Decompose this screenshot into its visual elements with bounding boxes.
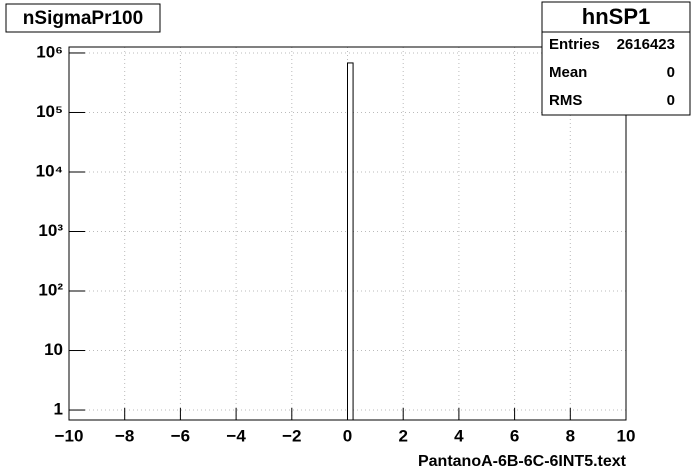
y-tick-label: 10 bbox=[44, 340, 63, 359]
x-tick-label: −6 bbox=[171, 426, 190, 445]
stats-box bbox=[541, 1, 691, 116]
y-tick-label: 10³ bbox=[38, 221, 63, 240]
x-tick-label: −2 bbox=[282, 426, 301, 445]
x-tick-label: −8 bbox=[115, 426, 134, 445]
stats-value: 2616423 bbox=[617, 36, 675, 53]
x-tick-label: 6 bbox=[510, 426, 519, 445]
x-tick-label: 10 bbox=[617, 426, 636, 445]
y-tick-label: 10⁴ bbox=[36, 161, 63, 180]
stats-value: 0 bbox=[667, 92, 675, 109]
x-axis-label: PantanoA-6B-6C-6INT5.text bbox=[418, 453, 627, 470]
x-tick-label: −4 bbox=[226, 426, 246, 445]
y-tick-label: 10² bbox=[38, 280, 63, 299]
y-tick-label: 10⁵ bbox=[36, 102, 63, 121]
x-tick-label: −10 bbox=[55, 426, 84, 445]
stats-label: Mean bbox=[549, 64, 587, 81]
x-tick-label: 0 bbox=[343, 426, 352, 445]
stats-rows: Entries 2616423 Mean 0 RMS 0 bbox=[549, 36, 675, 109]
y-tick-label: 10⁶ bbox=[36, 42, 63, 61]
stats-value: 0 bbox=[667, 64, 675, 81]
chart-title: nSigmaPr100 bbox=[23, 8, 143, 29]
x-tick-label: 4 bbox=[454, 426, 464, 445]
stats-title: hnSP1 bbox=[582, 4, 650, 29]
stats-label: Entries bbox=[549, 36, 600, 53]
frame bbox=[68, 46, 627, 421]
stats-label: RMS bbox=[549, 92, 582, 109]
x-tick-label: 8 bbox=[566, 426, 575, 445]
x-tick-label: 2 bbox=[398, 426, 407, 445]
title-box bbox=[5, 3, 161, 33]
y-tick-label: 1 bbox=[54, 400, 63, 419]
bar bbox=[347, 62, 354, 421]
plot-area bbox=[68, 47, 627, 421]
